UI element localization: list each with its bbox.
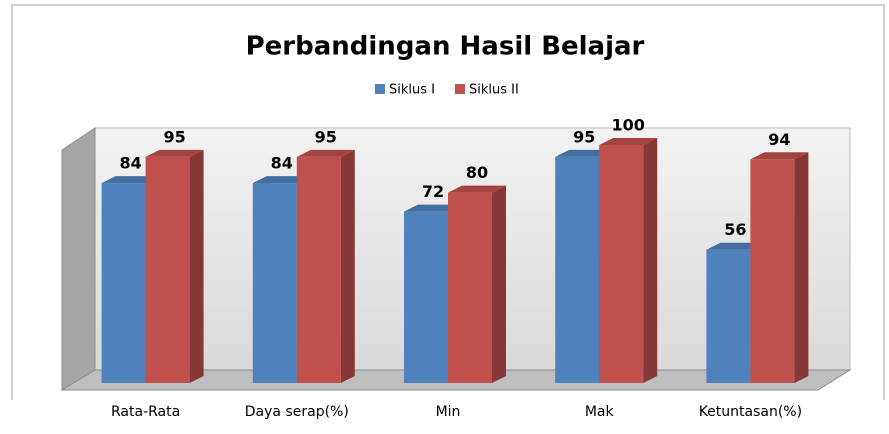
bar [599, 145, 644, 383]
bar-side [492, 185, 506, 383]
data-label: 56 [724, 220, 746, 239]
data-label: 84 [271, 154, 293, 173]
bar-top [296, 149, 355, 157]
bar-side [794, 152, 809, 383]
chart-title: Perbandingan Hasil Belajar [246, 32, 645, 62]
bar-top [404, 204, 462, 212]
bar [448, 192, 492, 383]
x-tick-label: Ketuntasan(%) [699, 404, 802, 420]
legend-swatch [454, 84, 465, 94]
bar-top [599, 138, 658, 145]
bar-top [145, 149, 204, 157]
bar [555, 156, 600, 383]
bar-side [189, 149, 204, 383]
bar [750, 159, 795, 383]
x-tick-label: Daya serap(%) [245, 404, 349, 420]
data-label: 84 [119, 154, 141, 173]
bar-top [555, 149, 614, 157]
data-label: 80 [466, 163, 488, 182]
bar [101, 183, 146, 383]
bar [296, 156, 341, 383]
x-tick-label: Mak [585, 404, 615, 420]
x-tick-label: Rata-Rata [111, 404, 180, 420]
bar [404, 211, 448, 383]
bar-top [750, 152, 809, 160]
data-label: 94 [768, 130, 790, 149]
bar [252, 183, 297, 383]
bar [145, 156, 190, 383]
data-label: 95 [315, 127, 337, 146]
bar-top [252, 176, 311, 184]
bar-side [643, 138, 658, 383]
bar-top [706, 242, 765, 250]
bar [706, 249, 751, 383]
chart-border [11, 4, 885, 400]
bar-side [340, 149, 355, 383]
bar-top [448, 185, 506, 193]
data-label: 95 [573, 127, 595, 146]
data-label: 95 [163, 127, 185, 146]
side-wall [61, 127, 96, 391]
bar-top [101, 176, 160, 184]
legend-swatch [375, 84, 385, 94]
data-label: 72 [422, 182, 444, 201]
legend-label: Siklus II [469, 83, 519, 98]
data-label: 100 [611, 116, 644, 135]
x-tick-label: Min [436, 404, 461, 420]
legend-label: Siklus I [389, 83, 435, 98]
